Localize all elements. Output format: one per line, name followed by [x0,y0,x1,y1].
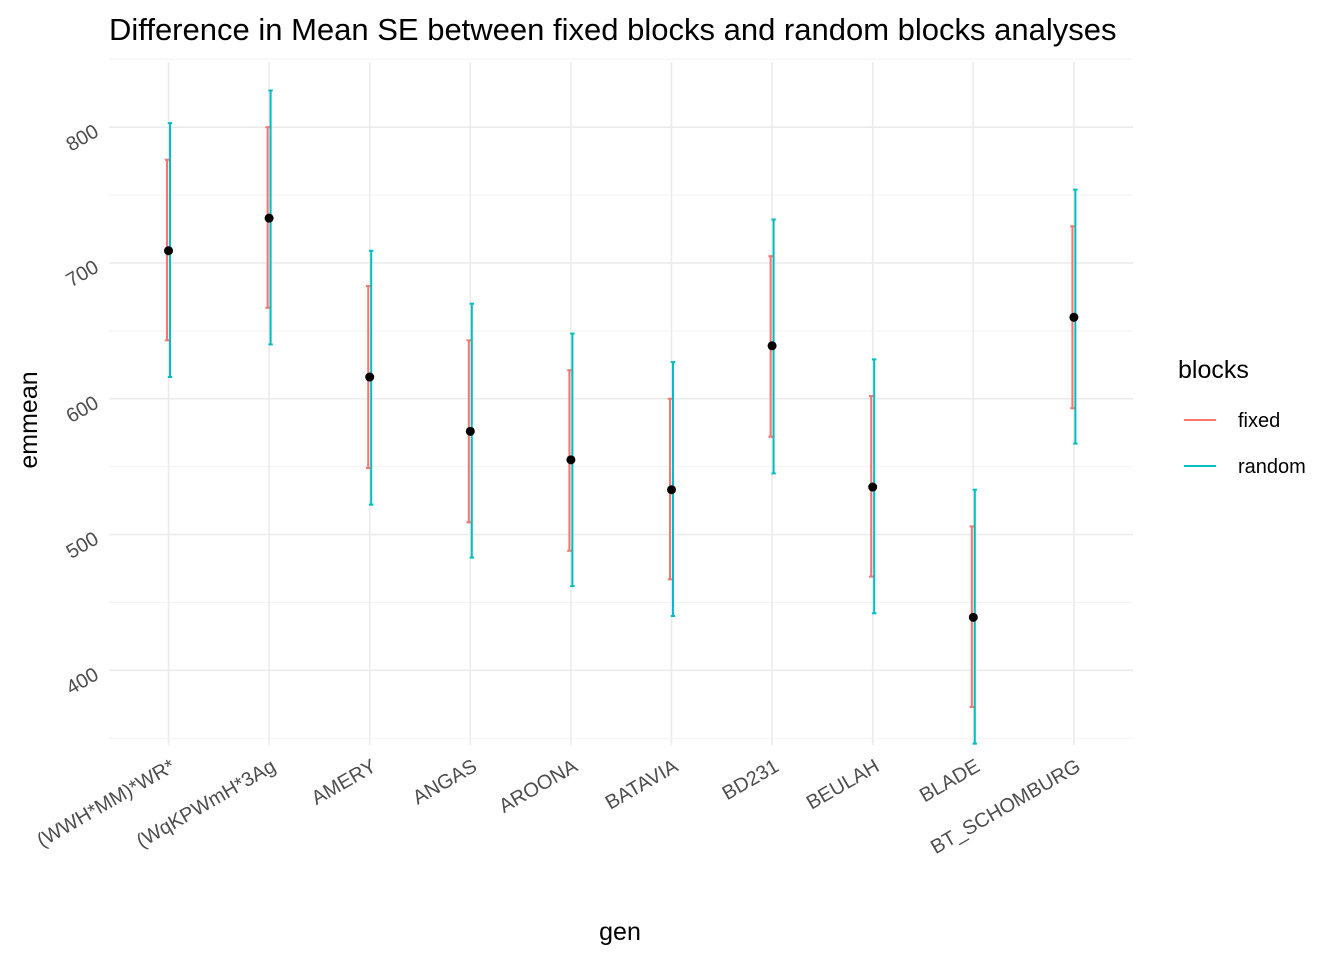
mean-point [667,485,676,495]
legend-label-fixed: fixed [1238,410,1280,432]
x-tick-label: BLADE [916,755,984,807]
series-fixed [164,126,1075,708]
mean-point [566,455,576,465]
x-tick-label: AROONA [495,755,582,818]
error-bars [164,89,1078,745]
series-random [167,89,1078,745]
y-axis-title: emmean [15,371,43,468]
mean-point [164,246,173,256]
x-axis-title: gen [599,918,641,946]
y-tick-label: 500 [63,528,103,564]
x-tick-label: BEULAH [803,755,883,814]
y-tick-label: 400 [63,664,103,700]
mean-point [264,213,274,223]
mean-point [968,612,978,622]
y-tick-label: 700 [63,256,103,292]
mean-points [164,213,1079,622]
legend-label-random: random [1238,456,1306,478]
x-tick-label: AMERY [308,755,380,809]
y-axis-ticks: 400 500 600 700 800 [63,120,103,699]
legend: blocks fixed random [1178,356,1306,478]
x-tick-label: BATAVIA [602,755,683,814]
legend-item-fixed: fixed [1184,410,1280,432]
y-tick-label: 600 [63,392,103,428]
mean-point [365,372,375,382]
chart-title: Difference in Mean SE between fixed bloc… [109,12,1117,47]
x-tick-label: BD231 [719,755,783,805]
mean-point [868,482,878,492]
x-tick-label: ANGAS [409,755,481,809]
y-tick-label: 800 [63,120,103,156]
mean-point [465,426,475,436]
grid [109,58,1133,745]
legend-items: fixed random [1184,410,1306,478]
x-axis-ticks: (WWH*MM)*WR*(WqKPWmH*3Ag AMERY ANGAS AROONA… [33,755,1084,859]
mean-point [1069,312,1079,322]
mean-point [767,341,777,351]
legend-title: blocks [1178,356,1249,384]
legend-item-random: random [1184,456,1306,478]
